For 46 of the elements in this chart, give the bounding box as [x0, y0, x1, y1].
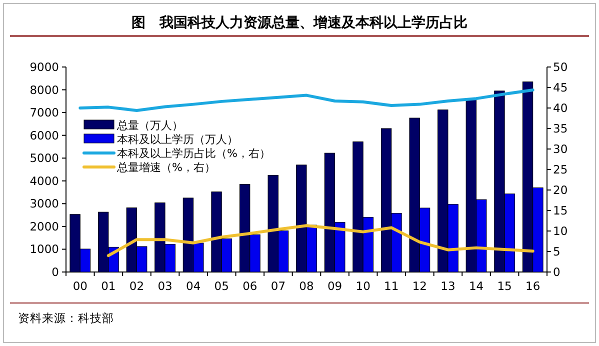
text: 资料来源：科技部 — [18, 311, 114, 325]
x-tick-label: 01 — [101, 279, 116, 293]
line-series — [106, 224, 534, 258]
chart-title: 图 我国科技人力资源总量、增速及本科以上学历占比 — [132, 15, 468, 31]
y2-tick-label: 5 — [553, 244, 560, 258]
y2-tick-label: 20 — [553, 183, 568, 197]
y2-tick-label: 10 — [553, 224, 568, 238]
y-tick-label: 0 — [52, 265, 59, 279]
legend-label: 总量增速（%，右） — [116, 161, 216, 174]
y2-tick-label: 40 — [553, 101, 568, 115]
x-tick-label: 12 — [412, 279, 427, 293]
legend-label: 本科及以上学历占比（%，右） — [117, 147, 270, 160]
y2-tick-label: 15 — [553, 204, 568, 218]
y2-tick-label: 0 — [553, 265, 560, 279]
x-tick-label: 11 — [384, 279, 399, 293]
y2-tick-label: 35 — [553, 122, 568, 136]
y-tick-label: 1000 — [30, 242, 59, 256]
x-tick-label: 10 — [356, 279, 370, 293]
x-tick-label: 06 — [242, 279, 258, 293]
y2-tick-label: 30 — [553, 142, 568, 156]
x-tick-label: 02 — [129, 279, 144, 293]
x-tick-label: 09 — [327, 279, 342, 293]
y-tick-label: 5000 — [30, 151, 59, 166]
x-tick-label: 16 — [526, 279, 540, 293]
x-tick-label: 05 — [214, 279, 229, 293]
y-tick-label: 7000 — [30, 106, 59, 120]
y-tick-label: 9000 — [30, 60, 59, 74]
y-tick-label: 2000 — [30, 219, 59, 234]
y-tick-label: 8000 — [30, 82, 59, 97]
x-tick-label: 13 — [440, 279, 456, 293]
y2-tick-label: 45 — [553, 80, 568, 94]
y-tick-label: 6000 — [30, 128, 59, 142]
y-tick-label: 3000 — [30, 196, 59, 211]
legend-label: 总量（万人） — [116, 119, 183, 132]
legend-label: 本科及以上学历（万人） — [117, 133, 238, 146]
line-series — [78, 88, 534, 112]
x-tick-label: 07 — [270, 279, 286, 293]
y2-tick-label: 25 — [553, 162, 568, 176]
x-tick-label: 14 — [468, 279, 484, 293]
x-tick-label: 00 — [72, 279, 88, 293]
x-tick-label: 03 — [158, 279, 172, 293]
x-tick-label: 15 — [497, 279, 512, 293]
x-tick-label: 08 — [299, 279, 314, 293]
y-tick-label: 4000 — [30, 174, 59, 188]
y2-tick-label: 50 — [553, 60, 568, 74]
x-tick-label: 04 — [186, 279, 201, 293]
